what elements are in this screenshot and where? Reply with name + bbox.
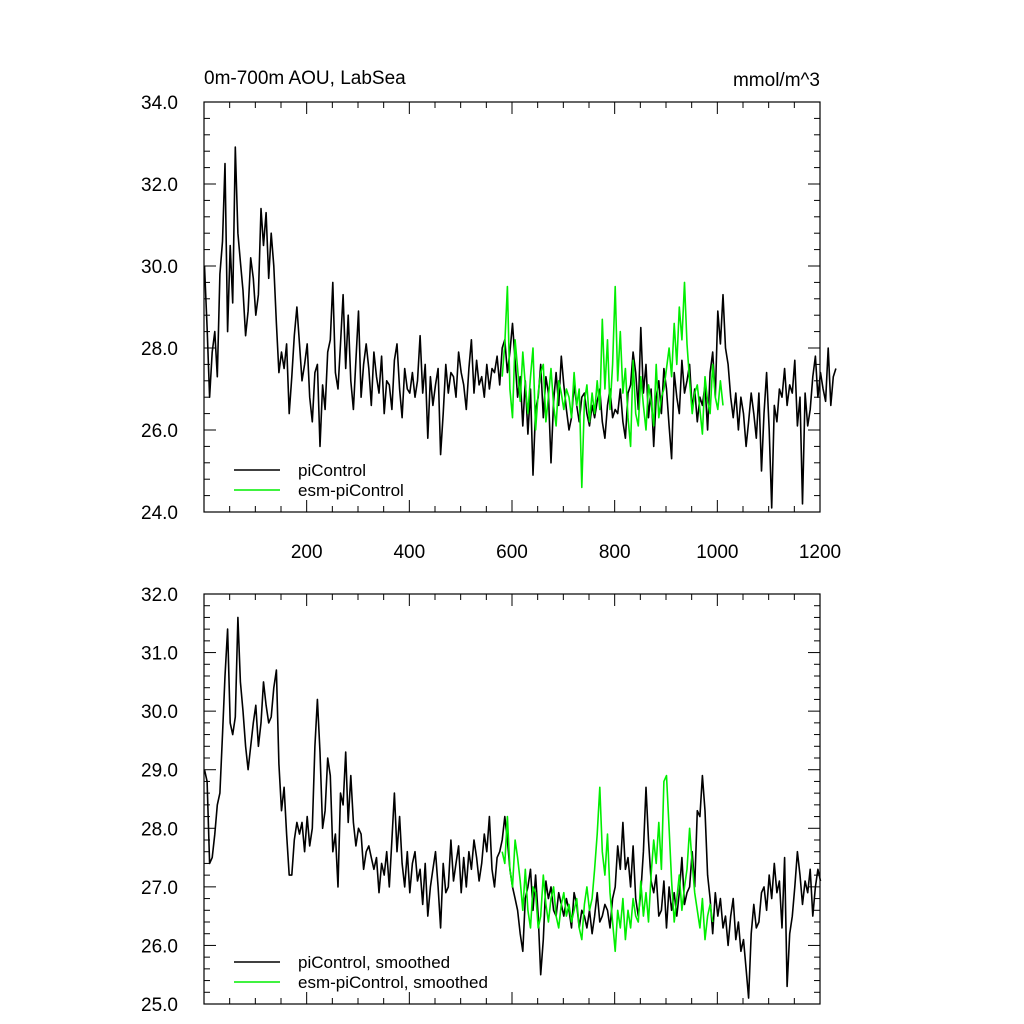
top-panel-series xyxy=(203,146,837,509)
bottom-y-tick-label: 31.0 xyxy=(141,644,178,665)
top-x-tick-label: 1200 xyxy=(799,542,841,563)
top-x-tick-label: 1000 xyxy=(696,542,738,563)
bottom-series-line-picontrol xyxy=(203,616,822,999)
bottom-y-tick-label: 25.0 xyxy=(141,995,178,1016)
top-x-tick-label: 200 xyxy=(291,542,323,563)
top-y-tick-label: 34.0 xyxy=(141,93,178,114)
top-series-line-picontrol xyxy=(203,146,837,509)
bottom-panel: 25.0 26.0 27.0 28.0 29.0 30.0 31.0 32.0 piContr… xyxy=(141,585,822,1016)
bottom-y-tick-label: 29.0 xyxy=(141,761,178,782)
top-y-tick-label: 32.0 xyxy=(141,175,178,196)
legend-label-picontrol: piControl xyxy=(298,461,366,480)
top-panel: 0m-700m AOU, LabSea mmol/m^3 200 400 600 80… xyxy=(141,68,841,563)
bottom-panel-legend: piControl, smoothed esm-piControl, smoot… xyxy=(234,953,488,992)
bottom-y-tick-label: 26.0 xyxy=(141,936,178,957)
bottom-series-line-esm-picontrol xyxy=(501,774,714,953)
top-y-tick-label: 24.0 xyxy=(141,503,178,524)
top-series-line-esm-picontrol xyxy=(501,281,724,489)
top-panel-units: mmol/m^3 xyxy=(733,70,820,91)
top-y-tick-label: 28.0 xyxy=(141,339,178,360)
top-x-tick-label: 800 xyxy=(599,542,631,563)
legend-label-esm-picontrol: esm-piControl xyxy=(298,481,404,500)
bottom-y-tick-label: 32.0 xyxy=(141,585,178,606)
top-panel-frame xyxy=(203,101,821,513)
top-panel-legend: piControl esm-piControl xyxy=(234,461,404,500)
top-panel-ticks: 200 400 600 800 1000 1200 24.0 26.0 28.0 30.0 32.0… xyxy=(141,93,841,563)
bottom-panel-series xyxy=(203,616,822,999)
legend-label-esm-picontrol-smoothed: esm-piControl, smoothed xyxy=(298,973,488,992)
top-x-tick-label: 600 xyxy=(496,542,528,563)
top-y-tick-label: 30.0 xyxy=(141,257,178,278)
top-x-tick-label: 400 xyxy=(393,542,425,563)
bottom-y-tick-label: 27.0 xyxy=(141,878,178,899)
bottom-y-tick-label: 28.0 xyxy=(141,819,178,840)
legend-label-picontrol-smoothed: piControl, smoothed xyxy=(298,953,450,972)
bottom-y-tick-label: 30.0 xyxy=(141,702,178,723)
bottom-panel-frame xyxy=(203,593,821,1005)
bottom-panel-ticks: 25.0 26.0 27.0 28.0 29.0 30.0 31.0 32.0 xyxy=(141,585,821,1016)
top-y-tick-label: 26.0 xyxy=(141,421,178,442)
top-panel-title: 0m-700m AOU, LabSea xyxy=(204,68,406,89)
